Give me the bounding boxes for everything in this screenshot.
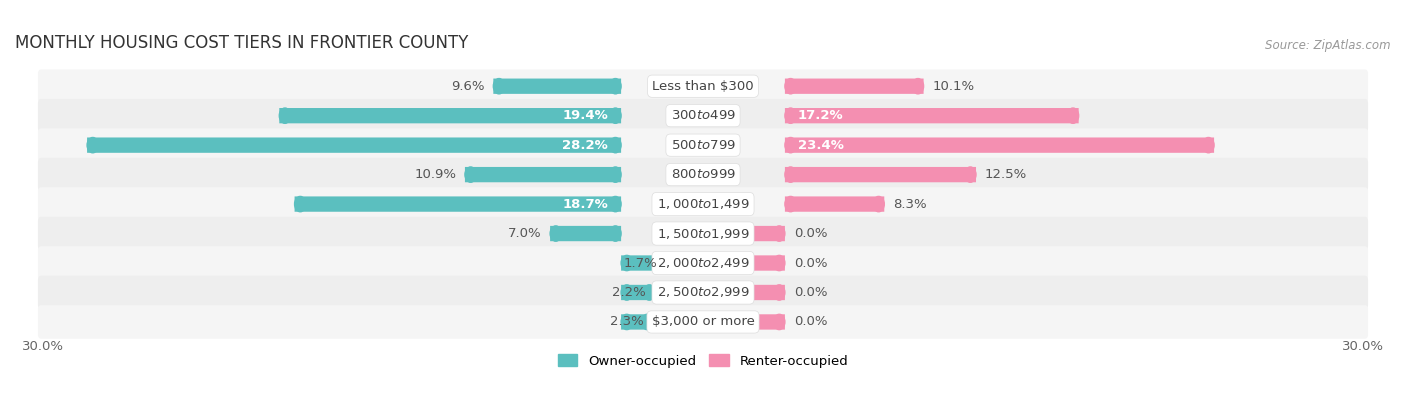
FancyBboxPatch shape [38,217,1368,250]
Text: 2.3%: 2.3% [610,315,644,328]
Text: 17.2%: 17.2% [799,109,844,122]
Circle shape [773,285,785,300]
Text: $1,500 to $1,999: $1,500 to $1,999 [657,227,749,241]
Text: 2.2%: 2.2% [613,286,647,299]
Circle shape [621,314,633,330]
FancyBboxPatch shape [280,108,621,123]
FancyBboxPatch shape [621,255,666,271]
FancyBboxPatch shape [38,128,1368,162]
Text: 7.0%: 7.0% [508,227,541,240]
FancyBboxPatch shape [38,187,1368,221]
Circle shape [703,255,714,271]
FancyBboxPatch shape [38,246,1368,280]
Text: 0.0%: 0.0% [793,227,827,240]
Circle shape [621,255,633,271]
Circle shape [965,167,976,182]
FancyBboxPatch shape [494,78,621,94]
Text: 8.3%: 8.3% [893,198,927,210]
Text: 12.5%: 12.5% [984,168,1026,181]
Text: MONTHLY HOUSING COST TIERS IN FRONTIER COUNTY: MONTHLY HOUSING COST TIERS IN FRONTIER C… [15,34,468,52]
FancyBboxPatch shape [785,108,1078,123]
Text: 23.4%: 23.4% [799,139,844,151]
Text: 10.9%: 10.9% [415,168,456,181]
Text: $500 to $799: $500 to $799 [671,139,735,151]
FancyBboxPatch shape [703,285,785,300]
Text: $2,500 to $2,999: $2,500 to $2,999 [657,286,749,300]
FancyBboxPatch shape [703,255,785,271]
Text: 0.0%: 0.0% [793,256,827,269]
Text: 28.2%: 28.2% [562,139,607,151]
FancyBboxPatch shape [465,167,621,182]
FancyBboxPatch shape [38,158,1368,191]
FancyBboxPatch shape [87,137,621,153]
Circle shape [550,226,561,241]
Text: 0.0%: 0.0% [793,315,827,328]
FancyBboxPatch shape [785,196,884,212]
Circle shape [785,196,796,212]
Circle shape [773,226,785,241]
FancyBboxPatch shape [38,99,1368,132]
Text: Less than $300: Less than $300 [652,80,754,93]
Circle shape [610,137,621,153]
Text: 0.0%: 0.0% [793,286,827,299]
Circle shape [873,196,884,212]
FancyBboxPatch shape [38,305,1368,339]
Circle shape [703,285,714,300]
FancyBboxPatch shape [785,137,1215,153]
Text: $3,000 or more: $3,000 or more [651,315,755,328]
FancyBboxPatch shape [785,78,924,94]
Circle shape [610,108,621,123]
Text: 9.6%: 9.6% [451,80,485,93]
Circle shape [912,78,924,94]
Circle shape [703,226,714,241]
FancyBboxPatch shape [38,69,1368,103]
FancyBboxPatch shape [295,196,621,212]
Text: 30.0%: 30.0% [1343,340,1385,353]
Text: 1.7%: 1.7% [623,256,657,269]
Circle shape [785,78,796,94]
Circle shape [785,137,796,153]
FancyBboxPatch shape [703,226,785,241]
FancyBboxPatch shape [621,314,652,330]
Text: 19.4%: 19.4% [562,109,607,122]
Text: $300 to $499: $300 to $499 [671,109,735,122]
Circle shape [87,137,98,153]
Circle shape [785,167,796,182]
Circle shape [785,108,796,123]
Legend: Owner-occupied, Renter-occupied: Owner-occupied, Renter-occupied [553,349,853,373]
Circle shape [494,78,505,94]
FancyBboxPatch shape [621,285,655,300]
Circle shape [703,314,714,330]
Text: 18.7%: 18.7% [562,198,607,210]
Circle shape [610,196,621,212]
Circle shape [621,285,633,300]
Circle shape [773,255,785,271]
Circle shape [295,196,307,212]
Circle shape [610,78,621,94]
FancyBboxPatch shape [785,167,976,182]
Circle shape [644,285,655,300]
Text: $800 to $999: $800 to $999 [671,168,735,181]
Circle shape [610,167,621,182]
Circle shape [465,167,477,182]
Circle shape [655,255,666,271]
Text: 10.1%: 10.1% [932,80,974,93]
FancyBboxPatch shape [38,276,1368,309]
Circle shape [773,314,785,330]
Circle shape [280,108,291,123]
Circle shape [610,226,621,241]
FancyBboxPatch shape [703,314,785,330]
Circle shape [1067,108,1078,123]
Text: $1,000 to $1,499: $1,000 to $1,499 [657,197,749,211]
Text: Source: ZipAtlas.com: Source: ZipAtlas.com [1265,39,1391,52]
Circle shape [1202,137,1215,153]
Circle shape [641,314,652,330]
Text: 30.0%: 30.0% [21,340,63,353]
Text: $2,000 to $2,499: $2,000 to $2,499 [657,256,749,270]
FancyBboxPatch shape [550,226,621,241]
